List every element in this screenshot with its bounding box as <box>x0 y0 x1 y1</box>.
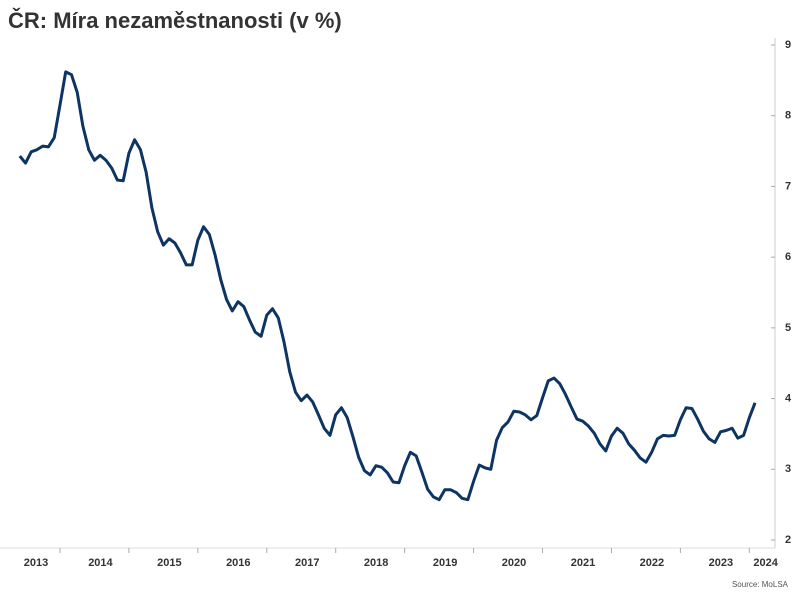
x-tick-label: 2019 <box>433 557 457 569</box>
y-tick-label: 5 <box>785 322 791 334</box>
x-tick-label: 2013 <box>24 557 48 569</box>
y-tick-label: 7 <box>785 180 791 192</box>
x-tick-label: 2021 <box>571 557 595 569</box>
x-tick-label: 2024 <box>753 557 778 569</box>
x-tick-label: 2014 <box>88 557 113 569</box>
y-tick-label: 3 <box>785 463 791 475</box>
y-tick-label: 8 <box>785 110 791 122</box>
x-tick-label: 2020 <box>502 557 526 569</box>
y-tick-label: 2 <box>785 534 791 546</box>
x-tick-label: 2017 <box>295 557 319 569</box>
y-tick-label: 9 <box>785 39 791 51</box>
chart-title: ČR: Míra nezaměstnanosti (v %) <box>8 8 342 33</box>
x-tick-label: 2016 <box>226 557 250 569</box>
x-tick-label: 2015 <box>157 557 181 569</box>
x-tick-label: 2022 <box>640 557 664 569</box>
source-note: Source: MoLSA <box>732 580 789 589</box>
y-tick-label: 4 <box>785 392 792 404</box>
x-tick-label: 2023 <box>709 557 733 569</box>
x-tick-label: 2018 <box>364 557 388 569</box>
line-series <box>18 70 757 502</box>
y-tick-label: 6 <box>785 251 791 263</box>
